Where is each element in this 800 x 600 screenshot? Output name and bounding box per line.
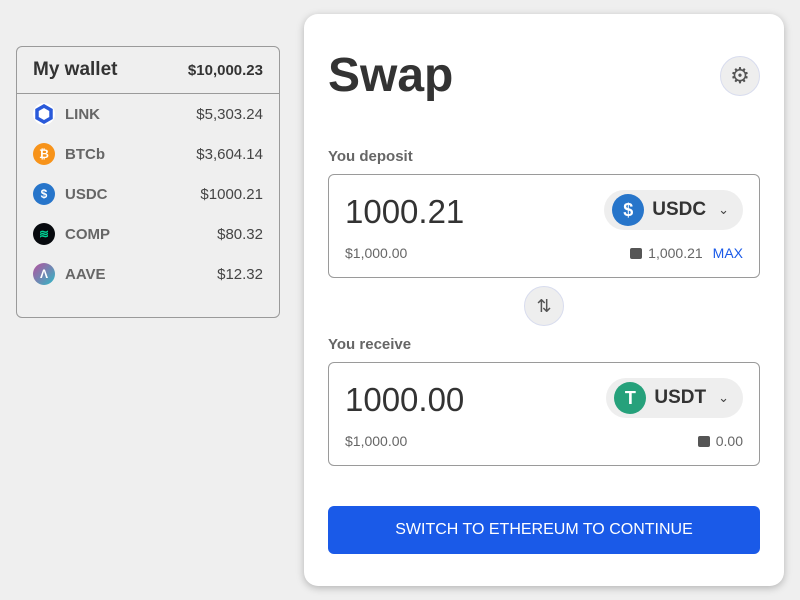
token-value: $1000.21: [200, 185, 263, 203]
deposit-usd-value: $1,000.00: [345, 245, 408, 261]
wallet-icon: [630, 247, 643, 259]
wallet-total: $10,000.23: [187, 61, 263, 79]
usdt-icon: T: [614, 382, 647, 414]
usdc-icon: $: [612, 194, 645, 226]
receive-label: You receive: [328, 336, 412, 353]
chevron-down-icon: ⌄: [718, 390, 729, 405]
receive-box: 1000.00 T USDT ⌄ $1,000.00 0.00: [328, 362, 760, 466]
swap-card: Swap ⚙ You deposit 1000.21 $ USDC ⌄ $1,0…: [304, 14, 784, 586]
receive-token-select[interactable]: T USDT ⌄: [606, 378, 743, 418]
wallet-panel: My wallet $10,000.23 LINK $5,303.24 ₿ BT…: [16, 46, 280, 318]
deposit-token-select[interactable]: $ USDC ⌄: [604, 190, 743, 230]
max-button[interactable]: MAX: [712, 245, 743, 261]
token-symbol: COMP: [65, 225, 110, 243]
token-value: $80.32: [217, 225, 263, 243]
wallet-title: My wallet: [33, 59, 118, 80]
deposit-label: You deposit: [328, 148, 413, 165]
token-name: USDT: [654, 387, 707, 408]
wallet-item-link: LINK $5,303.24: [17, 94, 279, 134]
link-icon: [33, 103, 55, 125]
settings-button[interactable]: ⚙: [720, 56, 760, 96]
swap-direction-button[interactable]: ⇅: [524, 286, 564, 326]
receive-usd-value: $1,000.00: [345, 433, 408, 449]
token-symbol: LINK: [65, 105, 100, 123]
balance-value: 0.00: [715, 433, 743, 449]
token-symbol: USDC: [65, 185, 108, 203]
token-value: $5,303.24: [196, 105, 263, 123]
receive-balance: 0.00: [697, 433, 743, 449]
switch-network-button[interactable]: SWITCH TO ETHEREUM TO CONTINUE: [328, 506, 760, 554]
balance-value: 1,000.21: [648, 245, 703, 261]
token-value: $12.32: [217, 265, 263, 283]
deposit-balance: 1,000.21 MAX: [630, 245, 743, 261]
page-title: Swap: [328, 49, 454, 102]
deposit-amount-input[interactable]: 1000.21: [345, 193, 465, 230]
wallet-item-usdc: $ USDC $1000.21: [17, 174, 279, 214]
wallet-icon: [697, 435, 710, 447]
comp-icon: ≋: [33, 223, 55, 245]
wallet-item-aave: Λ AAVE $12.32: [17, 254, 279, 294]
swap-arrows-icon: ⇅: [536, 295, 552, 316]
token-value: $3,604.14: [196, 145, 263, 163]
deposit-box: 1000.21 $ USDC ⌄ $1,000.00 1,000.21 MAX: [328, 174, 760, 278]
aave-icon: Λ: [33, 263, 55, 285]
usdc-icon: $: [33, 183, 55, 205]
wallet-header: My wallet $10,000.23: [17, 47, 279, 94]
bitcoin-icon: ₿: [33, 143, 55, 165]
wallet-item-comp: ≋ COMP $80.32: [17, 214, 279, 254]
receive-amount: 1000.00: [345, 381, 465, 418]
token-symbol: AAVE: [65, 265, 106, 283]
gear-icon: ⚙: [730, 63, 750, 88]
wallet-item-btcb: ₿ BTCb $3,604.14: [17, 134, 279, 174]
chevron-down-icon: ⌄: [718, 202, 729, 217]
token-name: USDC: [652, 199, 707, 220]
token-symbol: BTCb: [65, 145, 105, 163]
